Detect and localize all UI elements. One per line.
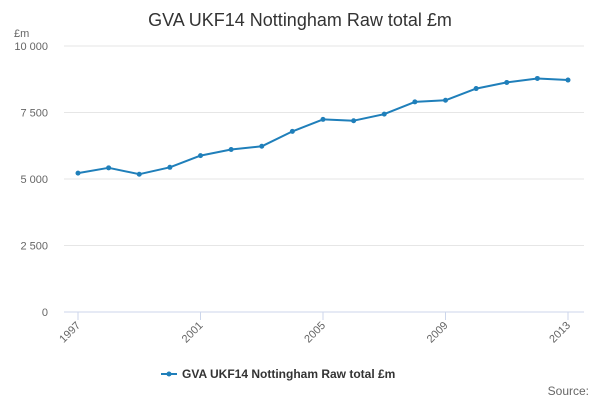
y-tick-label: 7 500 bbox=[20, 108, 48, 120]
data-point[interactable] bbox=[534, 75, 540, 81]
y-tick-label: 10 000 bbox=[14, 41, 48, 53]
data-point[interactable] bbox=[412, 99, 418, 105]
x-axis bbox=[64, 311, 584, 320]
y-axis-unit-label: £m bbox=[14, 28, 29, 40]
y-axis-tick-labels: 0 2 500 5 000 7 500 10 000 bbox=[14, 41, 48, 319]
x-axis-tick-labels: 1997 2001 2005 2009 2013 bbox=[57, 320, 573, 346]
data-point[interactable] bbox=[75, 170, 81, 176]
series-group bbox=[75, 75, 571, 177]
y-tick-label: 2 500 bbox=[20, 241, 48, 253]
y-tick-label: 0 bbox=[42, 307, 48, 319]
legend[interactable]: GVA UKF14 Nottingham Raw total £m bbox=[161, 367, 395, 381]
data-point[interactable] bbox=[381, 111, 387, 117]
chart-title: GVA UKF14 Nottingham Raw total £m bbox=[148, 10, 452, 30]
data-point[interactable] bbox=[136, 171, 142, 177]
data-point[interactable] bbox=[443, 97, 448, 103]
gridlines bbox=[64, 45, 584, 246]
x-tick-label: 1997 bbox=[57, 320, 83, 346]
y-tick-label: 5 000 bbox=[20, 174, 48, 186]
data-point[interactable] bbox=[565, 77, 571, 83]
data-point[interactable] bbox=[320, 116, 326, 122]
data-point[interactable] bbox=[473, 86, 479, 92]
data-point[interactable] bbox=[259, 143, 265, 149]
legend-label: GVA UKF14 Nottingham Raw total £m bbox=[182, 367, 395, 381]
x-tick-label: 2005 bbox=[302, 320, 328, 346]
source-label: Source: bbox=[548, 384, 589, 398]
data-point[interactable] bbox=[228, 146, 234, 152]
data-point[interactable] bbox=[167, 164, 173, 170]
legend-marker-swatch bbox=[166, 371, 172, 377]
data-point[interactable] bbox=[289, 128, 295, 134]
x-tick-label: 2009 bbox=[425, 320, 451, 346]
data-point[interactable] bbox=[351, 118, 357, 124]
data-point[interactable] bbox=[504, 79, 510, 85]
data-point[interactable] bbox=[198, 153, 203, 159]
x-tick-label: 2001 bbox=[180, 320, 206, 346]
x-tick-label: 2013 bbox=[547, 320, 573, 346]
series-line bbox=[77, 77, 569, 176]
data-point[interactable] bbox=[106, 165, 112, 171]
